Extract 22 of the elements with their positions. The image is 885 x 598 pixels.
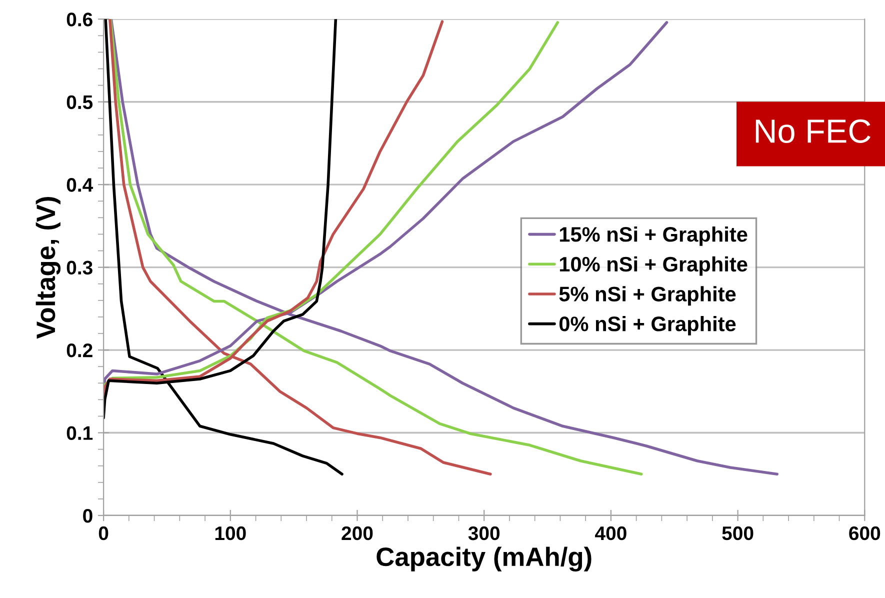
x-tick-label: 0	[98, 526, 108, 540]
x-tick-label: 500	[722, 526, 754, 540]
line-series	[108, 19, 492, 476]
y-tick-label: 0.5	[66, 95, 93, 110]
x-tick-label: 600	[849, 526, 880, 540]
y-tick-label: 0.2	[66, 343, 92, 358]
legend-label: 10% nSi + Graphite	[560, 256, 748, 276]
y-tick-label: 0.3	[66, 260, 92, 275]
x-axis-title: Capacity (mAh/g)	[376, 546, 592, 572]
x-tick-label: 400	[595, 526, 626, 540]
y-tick-label: 0	[83, 508, 92, 523]
x-tick-label: 200	[342, 526, 373, 540]
y-tick-label: 0.4	[66, 178, 94, 192]
y-axis-title: Voltage, (V)	[36, 197, 61, 339]
legend-label: 5% nSi + Graphite	[559, 286, 736, 306]
x-tick-label: 300	[468, 526, 500, 540]
legend-label: 0% nSi + Graphite	[559, 316, 736, 336]
x-tick-label: 100	[215, 526, 246, 540]
y-tick-label: 0.6	[66, 12, 92, 26]
y-tick-label: 0.1	[66, 426, 93, 440]
annotation: No FEC	[756, 119, 870, 143]
legend-label: 15% nSi + Graphite	[560, 226, 748, 246]
